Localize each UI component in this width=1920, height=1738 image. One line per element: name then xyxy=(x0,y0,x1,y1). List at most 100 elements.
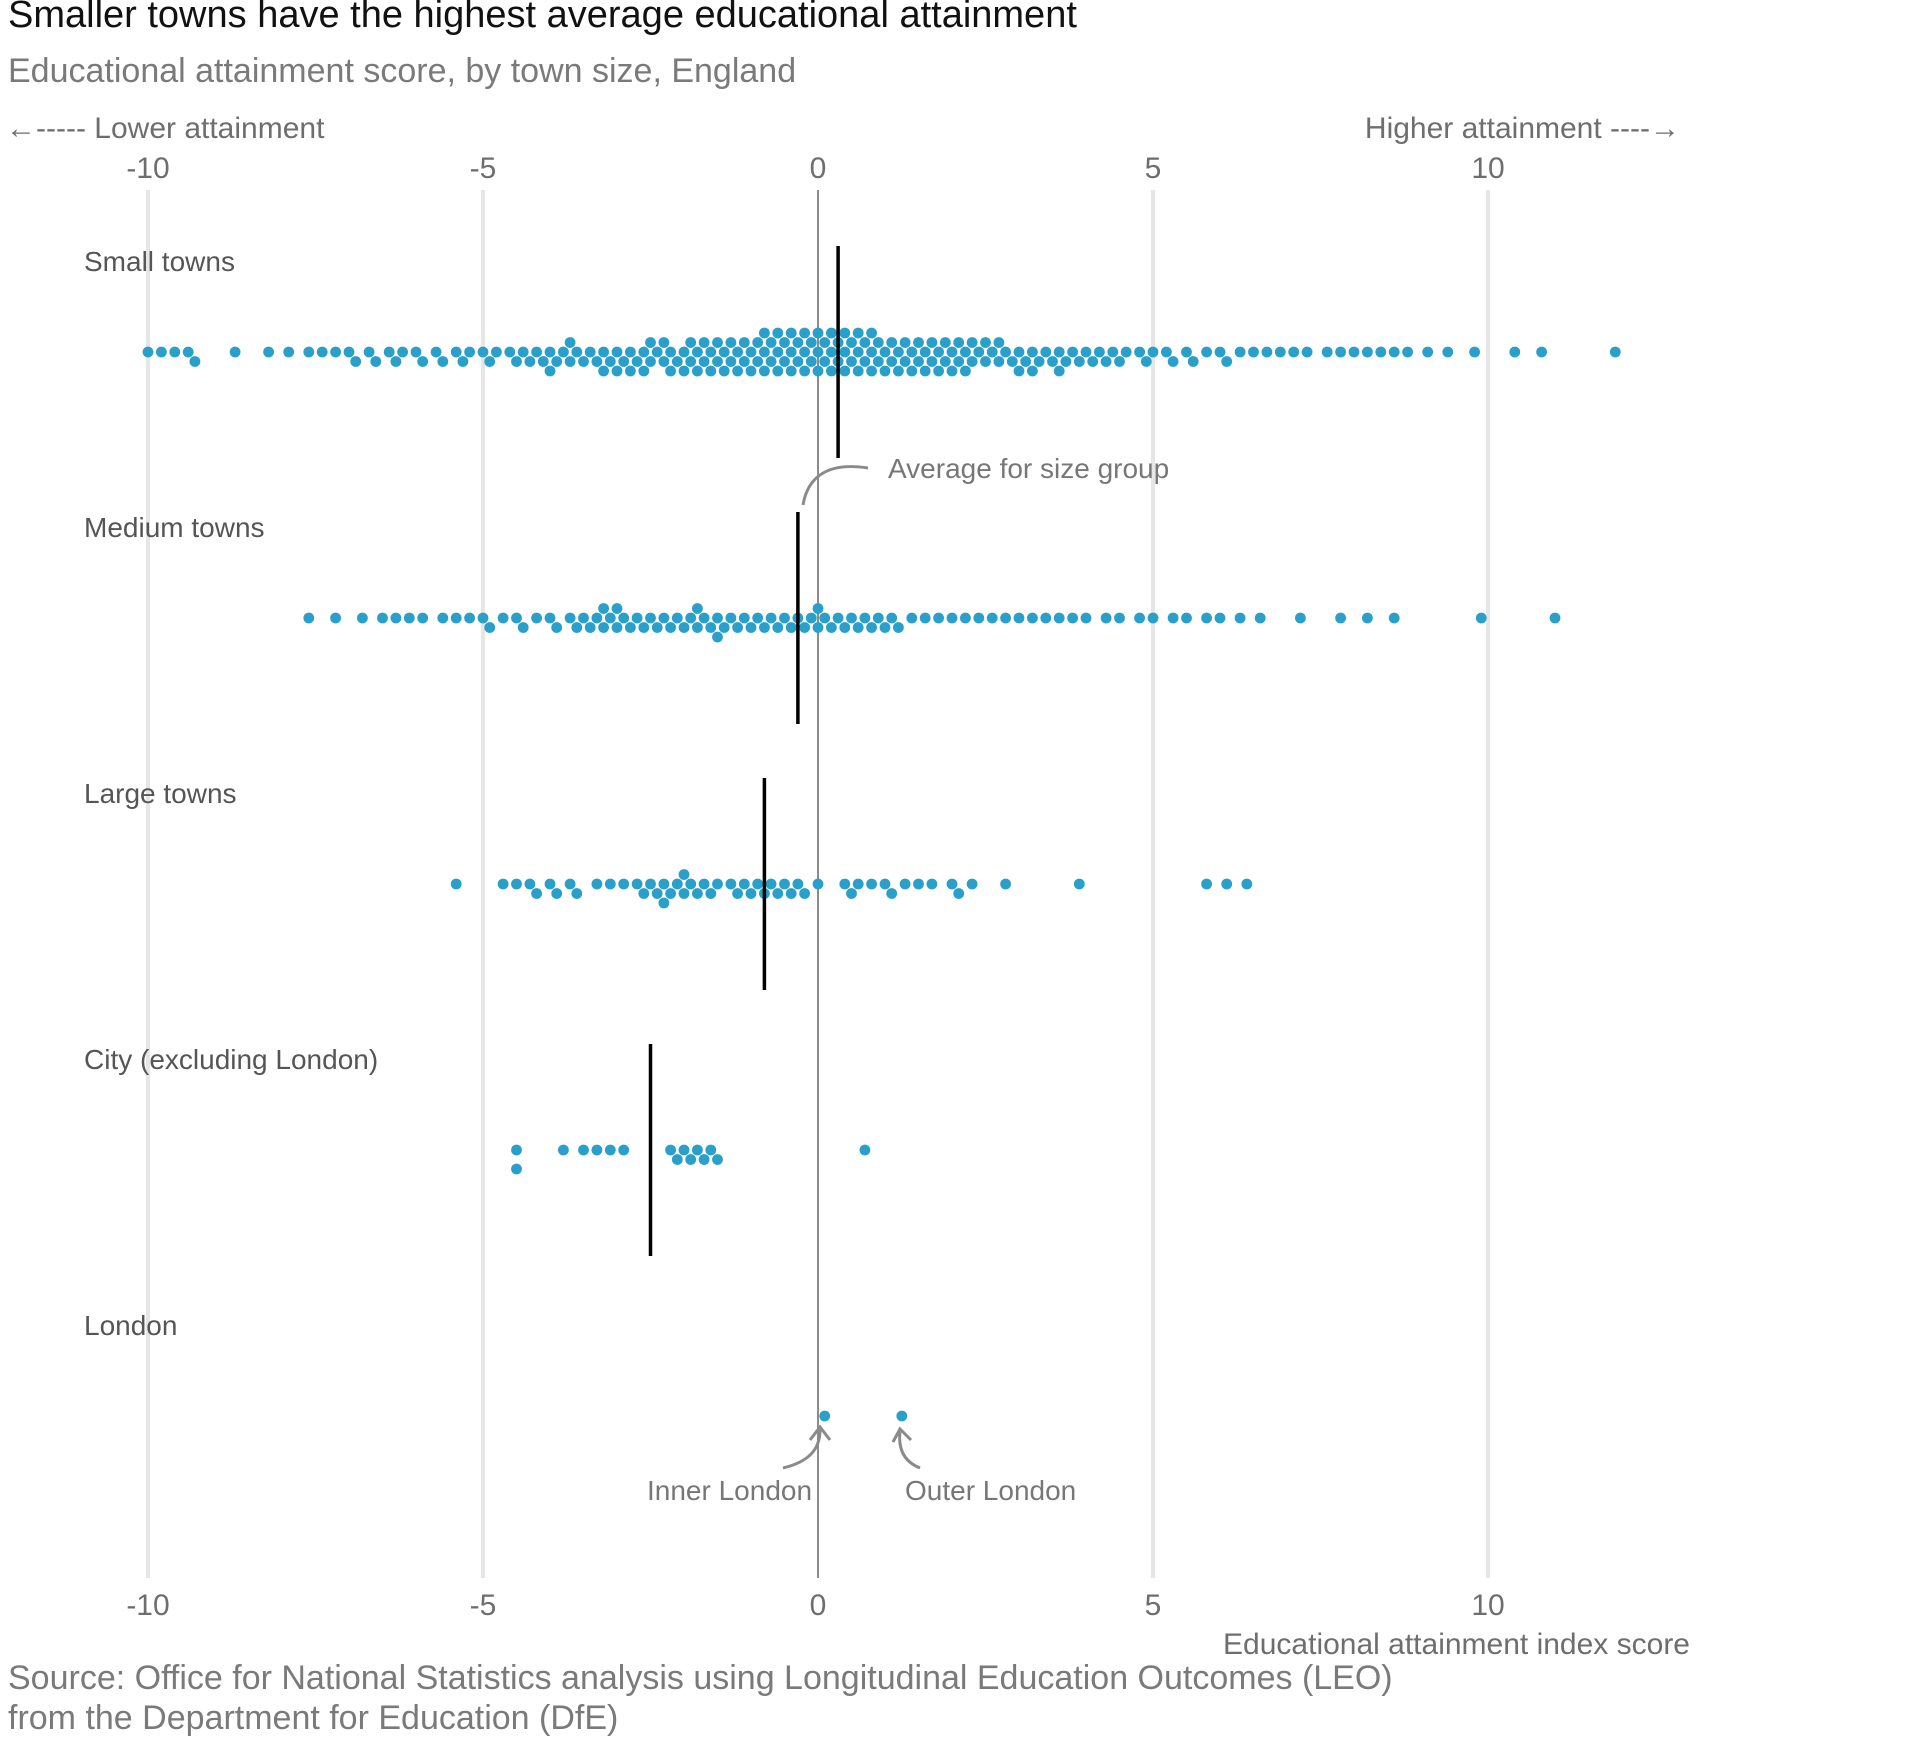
data-point xyxy=(604,1144,616,1156)
data-point xyxy=(1100,612,1112,624)
data-point xyxy=(1187,356,1199,367)
data-point xyxy=(524,356,536,367)
data-point xyxy=(725,878,737,890)
data-point xyxy=(1536,346,1547,358)
data-point xyxy=(980,356,991,367)
data-point xyxy=(1241,878,1253,890)
data-point xyxy=(812,327,824,339)
data-point xyxy=(712,356,723,367)
data-point xyxy=(1248,346,1259,358)
data-point xyxy=(618,356,630,367)
data-point xyxy=(1221,356,1233,367)
data-point xyxy=(604,612,616,624)
data-point xyxy=(759,622,770,633)
data-point xyxy=(457,356,469,367)
data-point xyxy=(799,327,810,339)
data-point xyxy=(913,337,924,348)
data-point xyxy=(598,365,609,377)
data-point xyxy=(785,327,797,339)
data-point xyxy=(933,346,944,358)
data-point xyxy=(598,346,609,358)
data-point xyxy=(953,337,965,348)
inner-london-arrow xyxy=(782,1424,832,1470)
data-point xyxy=(785,622,797,633)
data-point xyxy=(1053,612,1065,624)
data-point xyxy=(685,337,697,348)
data-point xyxy=(1080,612,1092,624)
bottom-axis-ticks: -10 -5 0 5 10 xyxy=(126,1589,1504,1622)
data-point xyxy=(846,356,857,367)
x-axis-label: Educational attainment index score xyxy=(1223,1628,1690,1661)
data-point xyxy=(725,337,737,348)
data-point xyxy=(866,327,877,339)
dots xyxy=(142,327,1621,1422)
data-point xyxy=(330,612,341,624)
bottom-tick-label: 5 xyxy=(1145,1589,1162,1622)
data-point xyxy=(906,612,918,624)
data-point xyxy=(524,878,536,890)
data-point xyxy=(544,878,556,890)
data-point xyxy=(692,1144,703,1156)
data-point xyxy=(745,622,757,633)
data-point xyxy=(1094,346,1105,358)
data-point xyxy=(638,365,650,377)
data-point xyxy=(497,878,509,890)
top-tick-label: 5 xyxy=(1145,152,1162,185)
data-point xyxy=(1040,612,1052,624)
data-point xyxy=(638,346,650,358)
bottom-tick-label: -10 xyxy=(126,1589,169,1622)
data-point xyxy=(832,612,844,624)
data-point xyxy=(906,346,918,358)
data-point xyxy=(980,337,991,348)
chart-subtitle: Educational attainment score, by town si… xyxy=(8,52,797,90)
data-point xyxy=(953,888,965,899)
data-point xyxy=(1047,356,1058,367)
data-point xyxy=(812,878,824,890)
data-point xyxy=(893,365,904,377)
data-point xyxy=(671,356,683,367)
data-point xyxy=(1140,356,1152,367)
data-point xyxy=(692,603,703,614)
data-point xyxy=(732,888,743,899)
outer-london-label: Outer London xyxy=(905,1475,1076,1506)
data-point xyxy=(142,346,154,358)
data-point xyxy=(846,612,857,624)
data-point xyxy=(611,365,623,377)
data-point xyxy=(1214,346,1226,358)
data-point xyxy=(765,356,777,367)
data-point xyxy=(812,603,824,614)
data-point xyxy=(578,356,589,367)
data-point xyxy=(819,337,831,348)
data-point xyxy=(1067,612,1078,624)
data-point xyxy=(765,337,777,348)
data-point xyxy=(966,356,978,367)
data-point xyxy=(618,612,630,624)
group-label-large-towns: Large towns xyxy=(84,778,237,809)
data-point xyxy=(1221,878,1233,890)
data-point xyxy=(852,327,864,339)
data-point xyxy=(283,346,295,358)
data-point xyxy=(759,346,770,358)
data-point xyxy=(417,356,429,367)
data-point xyxy=(1475,612,1487,624)
data-point xyxy=(1147,346,1159,358)
data-point xyxy=(812,346,824,358)
data-point xyxy=(1261,346,1273,358)
data-point xyxy=(1067,346,1078,358)
data-point xyxy=(879,878,891,890)
data-point xyxy=(698,878,710,890)
data-point xyxy=(464,346,475,358)
data-point xyxy=(397,346,408,358)
data-point xyxy=(1509,346,1521,358)
data-point xyxy=(779,356,790,367)
higher-attainment-label: Higher attainment ----→ xyxy=(1364,112,1680,145)
data-point xyxy=(638,888,650,899)
data-point xyxy=(1549,612,1561,624)
data-point xyxy=(1100,356,1112,367)
mean-lines xyxy=(648,246,840,1256)
data-point xyxy=(893,346,904,358)
data-point xyxy=(611,603,623,614)
inner-london-label: Inner London xyxy=(647,1475,812,1506)
data-point xyxy=(671,612,683,624)
data-point xyxy=(1073,878,1085,890)
